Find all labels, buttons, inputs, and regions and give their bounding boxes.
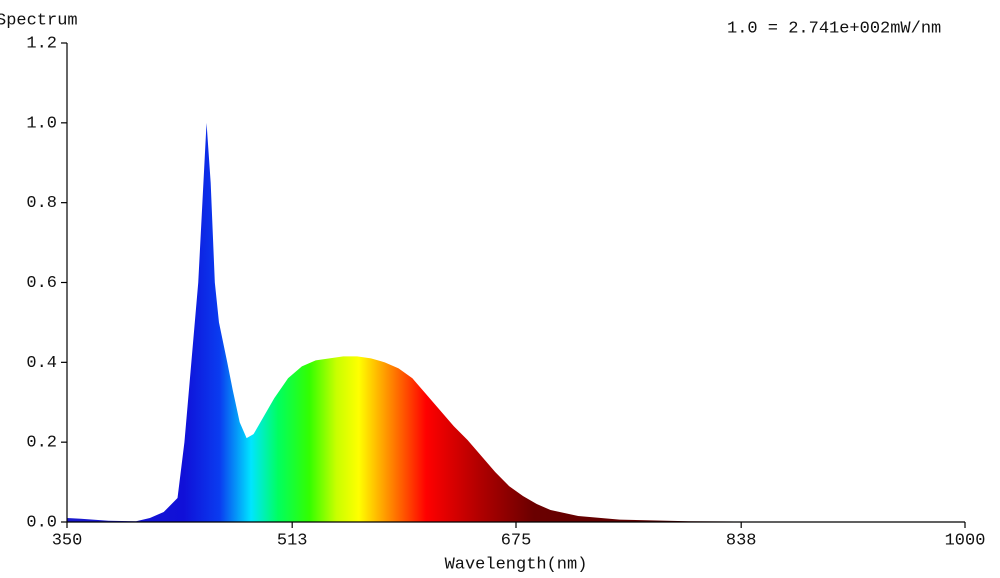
x-tick-label: 1000 <box>945 531 986 550</box>
spectrum-area <box>67 122 965 522</box>
x-axis-label: Wavelength(nm) <box>445 555 588 574</box>
x-tick-label: 513 <box>277 531 308 550</box>
y-tick-label: 0.8 <box>26 194 57 213</box>
x-tick-label: 350 <box>52 531 83 550</box>
y-tick-label: 0.0 <box>26 513 57 532</box>
y-tick-label: 0.6 <box>26 274 57 293</box>
y-tick-label: 0.2 <box>26 434 57 453</box>
annotation: 1.0 = 2.741e+002mW/nm <box>727 19 941 38</box>
x-tick-label: 838 <box>726 531 757 550</box>
y-tick-label: 1.0 <box>26 114 57 133</box>
y-tick-label: 1.2 <box>26 34 57 53</box>
y-tick-label: 0.4 <box>26 354 57 373</box>
chart-title: Spectrum <box>0 11 78 30</box>
x-tick-label: 675 <box>501 531 532 550</box>
